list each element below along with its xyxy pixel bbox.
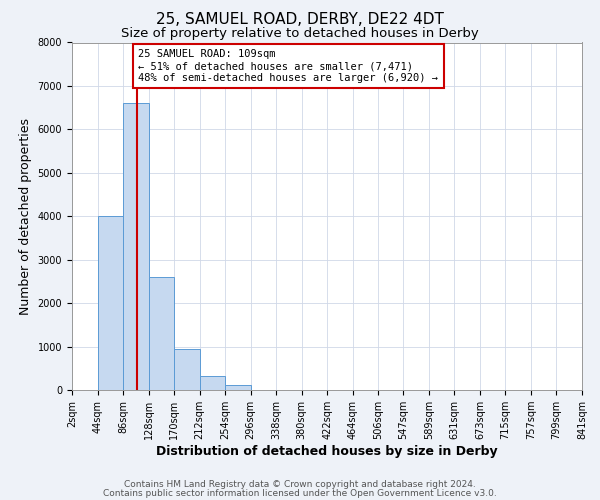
Bar (149, 277, 174, 390)
Text: Contains HM Land Registry data © Crown copyright and database right 2024.: Contains HM Land Registry data © Crown c… (124, 480, 476, 489)
Bar (98, 216, 123, 390)
Bar (200, 376, 225, 390)
Y-axis label: Number of detached properties: Number of detached properties (19, 118, 32, 315)
Bar (123, 104, 149, 390)
Bar (225, 385, 251, 390)
Text: Size of property relative to detached houses in Derby: Size of property relative to detached ho… (121, 28, 479, 40)
Text: 25, SAMUEL ROAD, DERBY, DE22 4DT: 25, SAMUEL ROAD, DERBY, DE22 4DT (156, 12, 444, 28)
Bar (174, 348, 200, 390)
Text: Contains public sector information licensed under the Open Government Licence v3: Contains public sector information licen… (103, 488, 497, 498)
X-axis label: Distribution of detached houses by size in Derby: Distribution of detached houses by size … (156, 445, 498, 458)
Text: 25 SAMUEL ROAD: 109sqm
← 51% of detached houses are smaller (7,471)
48% of semi-: 25 SAMUEL ROAD: 109sqm ← 51% of detached… (139, 50, 438, 82)
